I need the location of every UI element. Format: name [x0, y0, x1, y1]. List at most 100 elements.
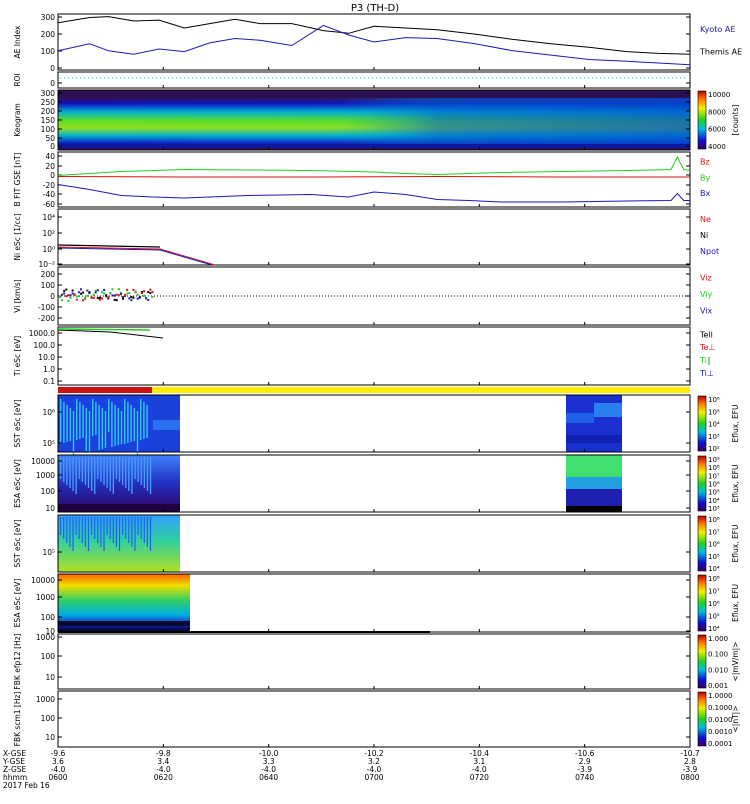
sst-i-streak	[81, 517, 83, 543]
temperature-legend-2: Ti∥	[699, 356, 711, 365]
keogram-ylabel: Keogram	[13, 103, 22, 137]
sst-e-streak	[108, 399, 110, 432]
keogram-ytick-label: 150	[41, 116, 56, 125]
density-legend-0: Ne	[700, 215, 711, 224]
sst-i-streak	[94, 517, 96, 539]
velocity-point	[71, 292, 74, 295]
sst-e-streak	[117, 408, 119, 445]
fbk1-ytick-label: 1000	[36, 633, 55, 642]
xaxis-time: 0640	[259, 773, 278, 782]
velocity-point	[151, 295, 154, 298]
xaxis-time: 0740	[575, 773, 594, 782]
ae-ylabel: AE Index	[13, 25, 22, 58]
esa-e-streak	[118, 457, 121, 482]
sst_i-colorbar	[697, 515, 707, 572]
keogram-fade	[58, 98, 690, 144]
esa-e-streak	[103, 457, 105, 485]
sst-i-streak	[134, 517, 136, 551]
sst-e-block-3d	[566, 435, 622, 443]
esa-e-streak	[143, 457, 145, 488]
bfield-ytick-label: -60	[43, 200, 55, 209]
sst-i-streak	[149, 517, 152, 551]
velocity-point	[119, 291, 122, 294]
fbk1-colorbar-tick: 0.100	[708, 651, 728, 659]
velocity-point	[71, 289, 74, 292]
sst-i-streak	[143, 517, 145, 543]
sst_i-colorbar-tick: 10⁶	[708, 541, 720, 549]
velocity-legend-1: Viy	[700, 290, 713, 299]
xaxis-x-gse: -10.4	[470, 749, 490, 758]
velocity-point	[75, 295, 78, 298]
density-legend-1: Ni	[700, 231, 708, 240]
xaxis-y-gse: 3.4	[157, 757, 169, 766]
keogram-colorbar	[697, 90, 707, 150]
velocity-point	[94, 291, 97, 294]
velocity-point	[92, 296, 95, 299]
esa-e-streak	[112, 457, 114, 494]
xaxis-time: 0700	[364, 773, 383, 782]
sst-e-streak	[124, 399, 126, 444]
velocity-point	[69, 296, 72, 299]
keogram-ytick-label: 300	[41, 89, 56, 98]
esa-e-block-2c	[566, 506, 622, 512]
esa_i-colorbar-tick: 10⁷	[708, 588, 720, 596]
chart-title: P3 (TH-D)	[351, 3, 399, 14]
xaxis-z-gse: -4.0	[51, 765, 66, 774]
velocity-ytick-label: -100	[38, 303, 55, 312]
sst-i-streak	[72, 517, 74, 551]
velocity-point	[128, 297, 131, 300]
velocity-point	[90, 296, 93, 299]
fbk2-panel-frame	[57, 690, 691, 748]
sst-e-streak	[76, 399, 78, 440]
sst-i-streak	[146, 517, 148, 547]
velocity-point	[138, 296, 141, 299]
velocity-point	[117, 288, 120, 291]
velocity-point	[94, 289, 97, 292]
velocity-point	[82, 291, 85, 294]
esa_e-colorbar-tick: 10⁵	[708, 489, 720, 497]
roi-ylabel: ROI	[13, 73, 22, 86]
bfield-series-2	[57, 184, 690, 203]
esa_e-colorbar-tick: 10⁷	[708, 472, 720, 480]
velocity-point	[88, 291, 91, 294]
velocity-legend-2: Vix	[700, 306, 713, 315]
temperature-ti-par	[57, 328, 151, 331]
sst-e-block-2b	[153, 420, 180, 430]
keogram-ytick-label: 50	[45, 134, 55, 143]
ae-ytick-label: 200	[41, 30, 56, 39]
sst_i-colorbar-tick: 10⁷	[708, 528, 720, 536]
sst-i-streak	[106, 517, 108, 535]
temperature-legend-0: Tell	[699, 330, 713, 339]
velocity-point	[115, 299, 118, 302]
velocity-point	[143, 290, 145, 293]
velocity-point	[145, 297, 148, 300]
velocity-point	[92, 293, 95, 296]
velocity-point	[61, 293, 64, 296]
velocity-point	[86, 289, 89, 292]
sst-e-streak	[111, 402, 113, 447]
sst-i-streak	[63, 517, 65, 539]
keogram-colorbar-tick: 6000	[708, 126, 726, 134]
esa_e-ylabel: ESA eSc [eV]	[13, 459, 22, 508]
sst_i-colorbar-tick: 10⁵	[708, 553, 720, 561]
sst-e-streak	[104, 411, 107, 448]
sst-i-streak	[69, 517, 71, 547]
temperature-legend-1: Te⊥	[699, 343, 715, 352]
xaxis-x-gse: -10.7	[680, 749, 700, 758]
sst_e-ylabel: SST eSc [eV]	[13, 399, 22, 447]
bfield-panel-frame	[57, 151, 691, 208]
esa_i-ytick-label: 10000	[31, 576, 55, 585]
esa-e-streak	[97, 457, 99, 479]
ae-ytick-label: 100	[41, 47, 56, 56]
bfield-ytick-label: 0	[50, 171, 55, 180]
bfield-legend-1: By	[700, 173, 710, 182]
xaxis-y-gse: 3.2	[368, 757, 380, 766]
sst-i-streak	[60, 517, 62, 535]
fbk1-panel-frame	[57, 633, 691, 690]
keogram-colorbar-label: [counts]	[731, 104, 740, 135]
esa-e-streak	[60, 457, 62, 479]
fbk2-colorbar-tick: 0.0001	[708, 740, 733, 748]
esa_e-colorbar-tick: 10⁴	[708, 497, 720, 505]
xaxis-y-gse: 3.1	[473, 757, 485, 766]
